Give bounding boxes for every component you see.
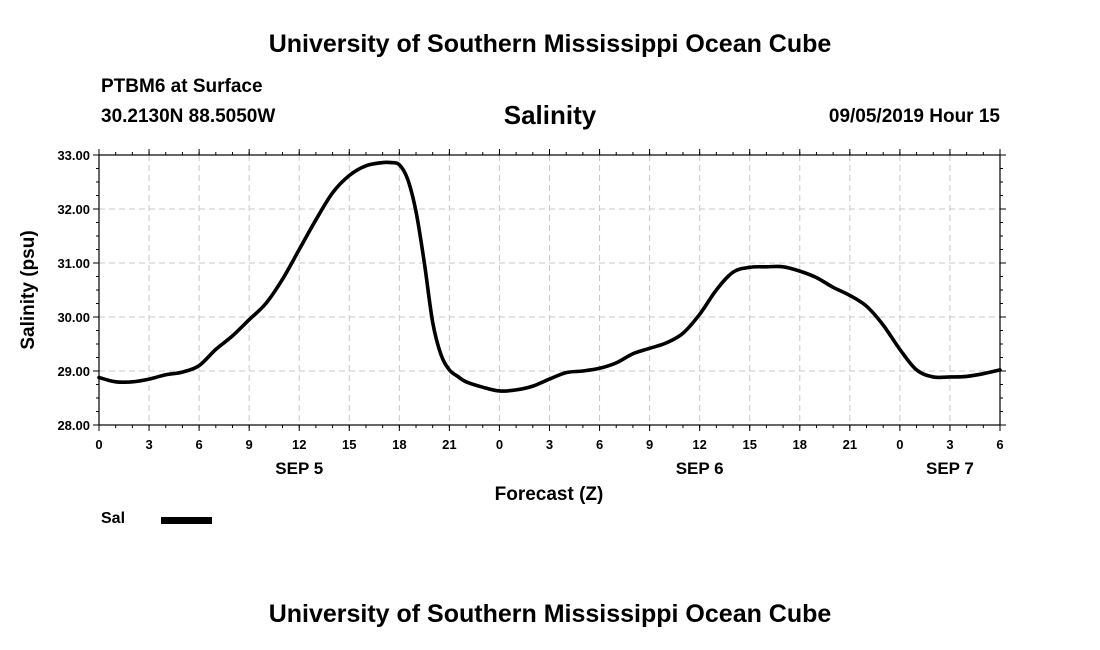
series-line-sal [97, 160, 1002, 393]
series-layer [97, 160, 1002, 393]
x-tick-label: 18 [793, 437, 807, 452]
x-tick-label: 12 [692, 437, 706, 452]
y-tick-label: 30.00 [57, 310, 90, 325]
station-label: PTBM6 at Surface [101, 76, 263, 97]
chart-title: Salinity [503, 100, 597, 130]
x-tick-label: 6 [195, 437, 202, 452]
x-day-label: SEP 6 [676, 459, 724, 478]
y-tick-label: 31.00 [57, 256, 90, 271]
x-tick-label: 9 [646, 437, 653, 452]
x-tick-label: 9 [246, 437, 253, 452]
x-day-label: SEP 7 [926, 459, 974, 478]
y-tick-label: 33.00 [57, 148, 90, 163]
x-tick-label: 0 [896, 437, 903, 452]
legend-swatch [161, 517, 212, 524]
x-tick-label: 21 [442, 437, 456, 452]
grid-lines [99, 155, 1000, 425]
x-tick-label: 6 [596, 437, 603, 452]
page-title: University of Southern Mississippi Ocean… [268, 30, 832, 58]
x-tick-label: 15 [742, 437, 756, 452]
x-tick-label: 18 [392, 437, 406, 452]
x-tick-label: 21 [843, 437, 857, 452]
axis-ticks: 28.00 29.00 30.00 31.00 32.00 33.00 0 3 6 9 12 15 18… [57, 148, 1006, 478]
x-axis-label: Forecast (Z) [495, 484, 604, 505]
x-tick-label: 3 [145, 437, 152, 452]
x-tick-label: 12 [292, 437, 306, 452]
coordinates-label: 30.2130N 88.5050W [101, 106, 276, 127]
legend-label: Sal [101, 510, 126, 527]
y-axis-label: Salinity (psu) [18, 230, 39, 349]
x-tick-label: 0 [95, 437, 102, 452]
x-tick-label: 15 [342, 437, 356, 452]
y-tick-label: 29.00 [57, 364, 90, 379]
forecast-datetime: 09/05/2019 Hour 15 [828, 106, 1000, 127]
x-tick-label: 3 [546, 437, 553, 452]
x-tick-label: 3 [946, 437, 953, 452]
x-tick-label: 6 [996, 437, 1003, 452]
y-tick-label: 28.00 [57, 418, 90, 433]
footer-title: University of Southern Mississippi Ocean… [268, 600, 832, 628]
x-tick-label: 0 [496, 437, 503, 452]
x-day-label: SEP 5 [275, 459, 323, 478]
y-tick-label: 32.00 [57, 202, 90, 217]
